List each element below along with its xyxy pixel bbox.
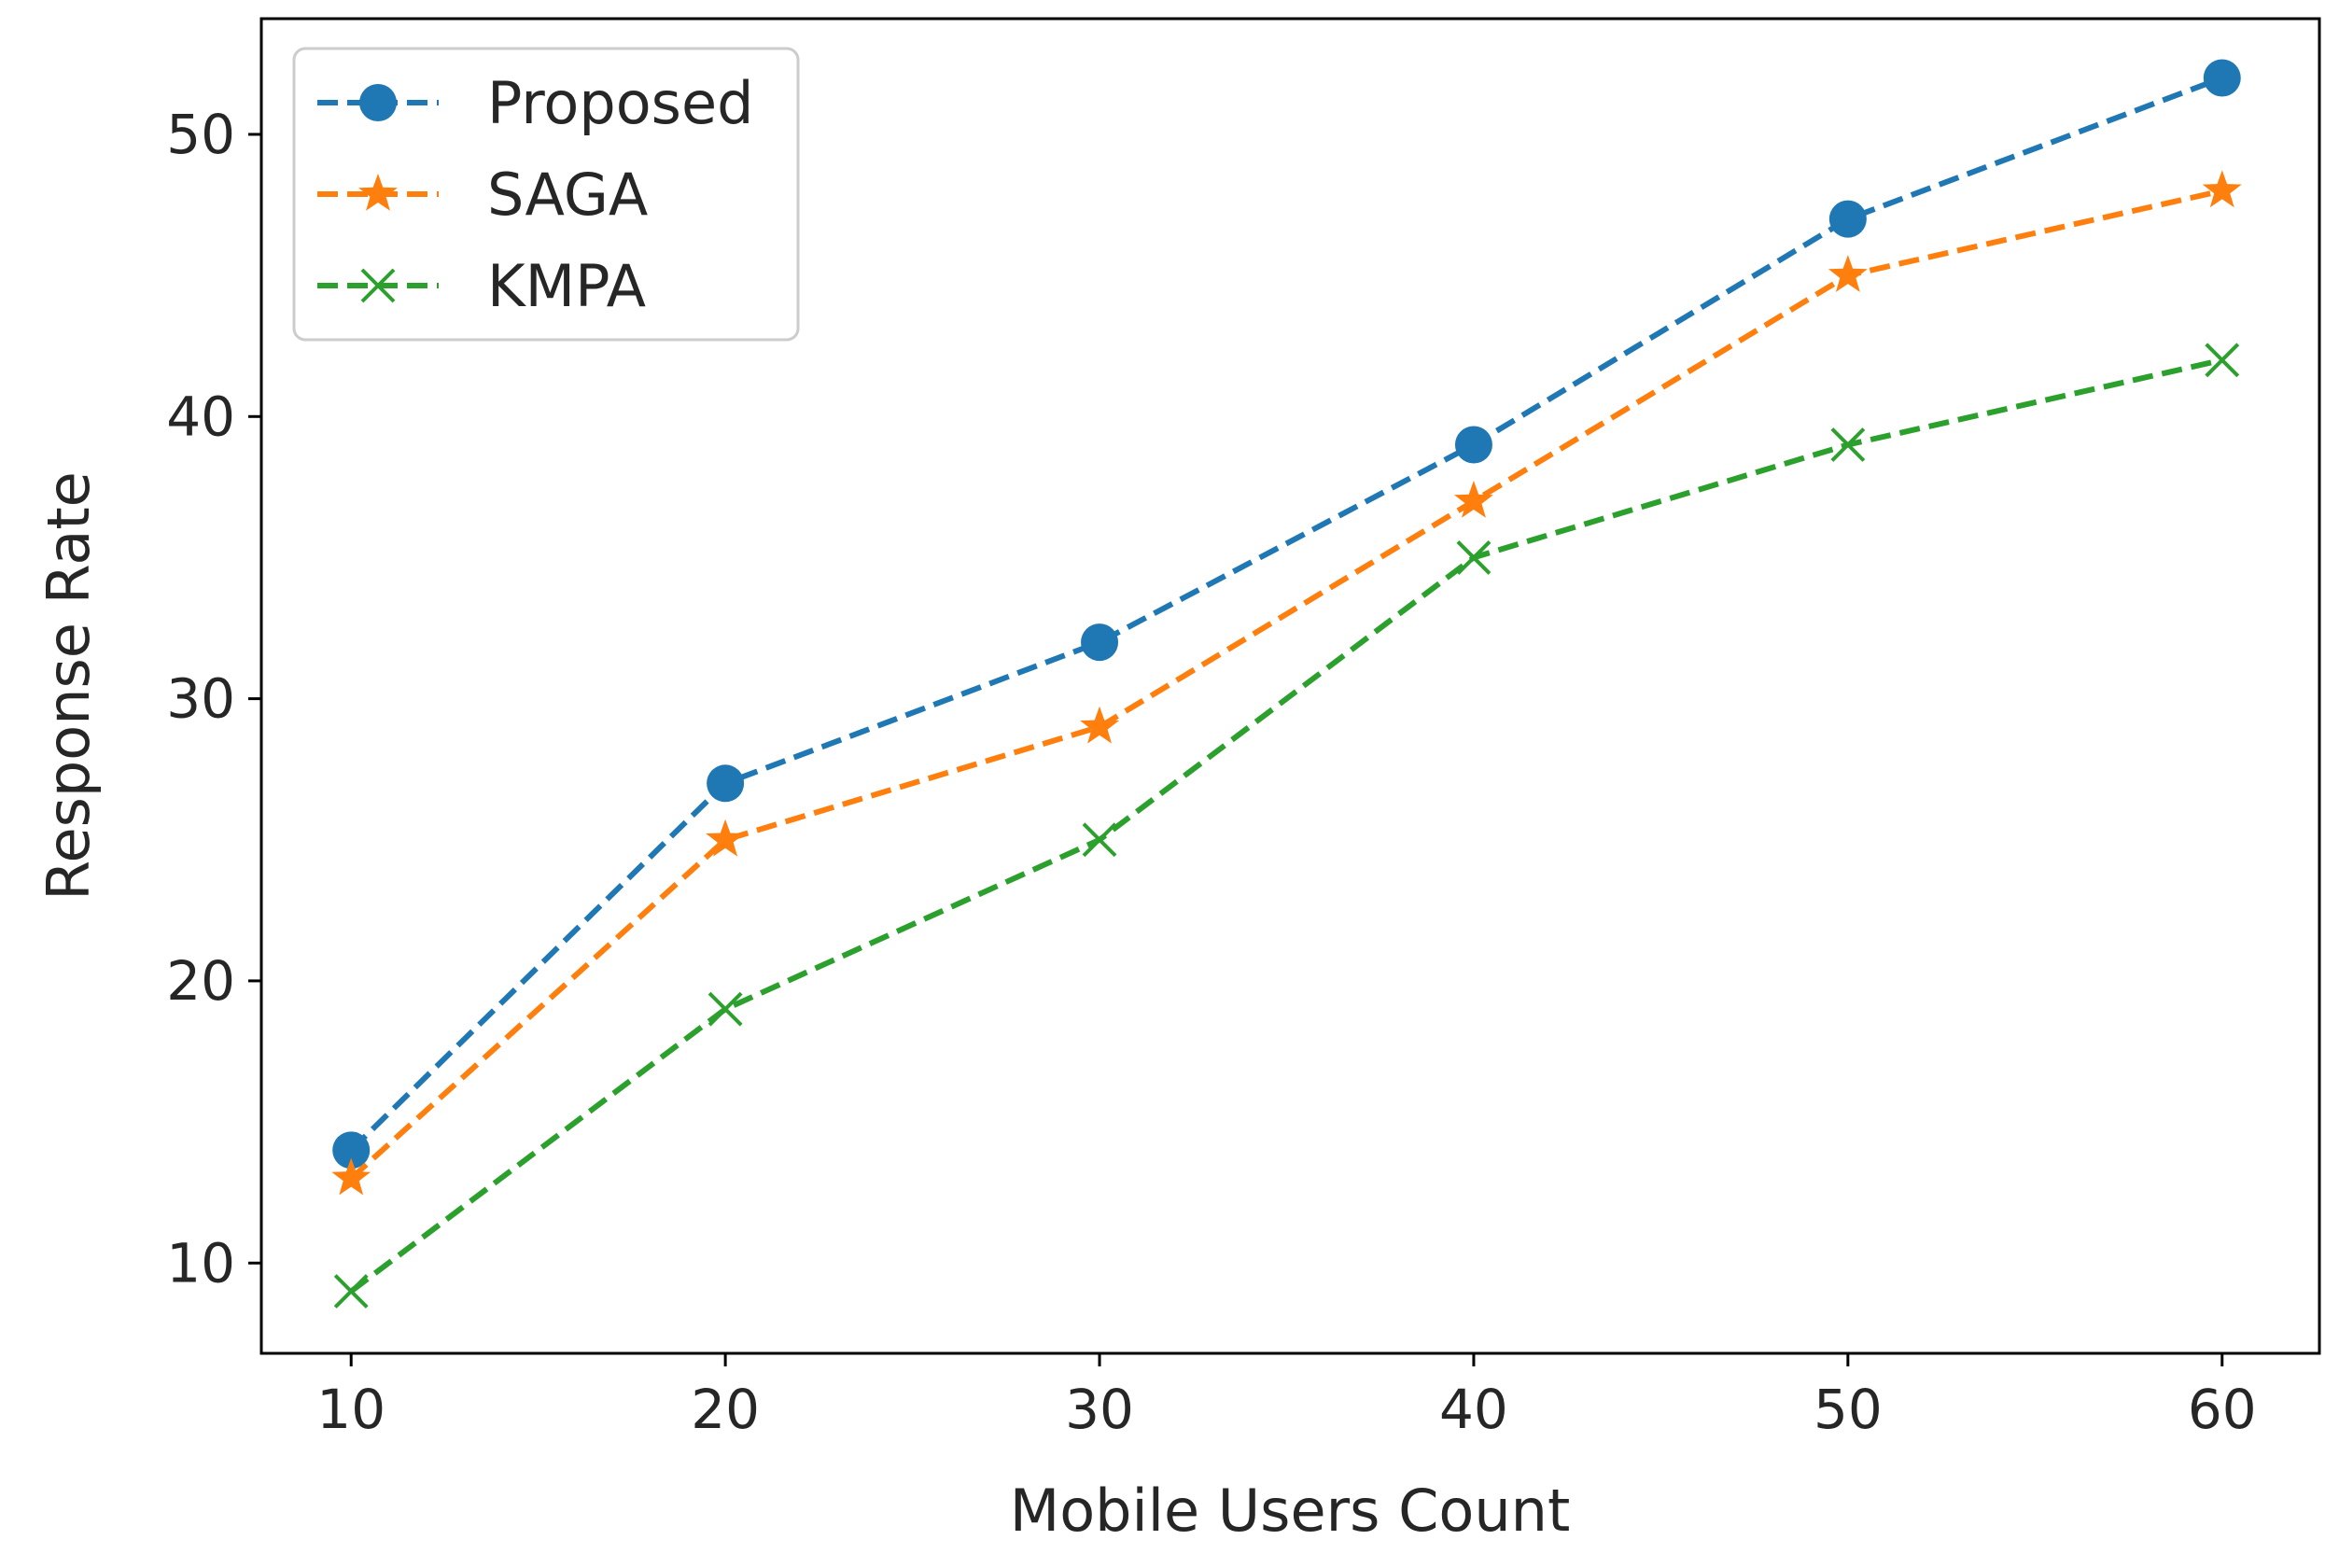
x-tick-label: 60 (2188, 1378, 2257, 1441)
x-tick-label: 10 (316, 1378, 385, 1441)
data-point-kmpa (1830, 427, 1866, 462)
legend-marker-kmpa (360, 268, 396, 303)
data-point-kmpa (333, 1274, 369, 1309)
data-point-kmpa (1456, 540, 1492, 575)
data-point-proposed (1454, 426, 1492, 464)
legend-label-proposed: Proposed (487, 69, 753, 137)
x-axis-label: Mobile Users Count (1010, 1477, 1571, 1545)
legend-entry-saga: SAGA (317, 161, 648, 229)
series-line-saga (349, 188, 2223, 1181)
legend-label-saga: SAGA (487, 161, 648, 229)
data-point-kmpa (2205, 343, 2240, 378)
legend: Proposed SAGA KMPA (292, 47, 800, 342)
y-tick-label: 10 (166, 1231, 235, 1295)
data-point-proposed (2203, 59, 2241, 97)
x-tick-label: 30 (1065, 1378, 1134, 1441)
data-point-saga (706, 819, 746, 857)
legend-box (292, 47, 800, 342)
legend-marker-proposed (359, 84, 397, 121)
x-axis-ticks: 10 20 30 40 50 60 (316, 1353, 2257, 1441)
legend-entry-kmpa: KMPA (317, 252, 646, 320)
legend-marker-saga (358, 174, 398, 211)
y-tick-label: 40 (166, 385, 235, 448)
data-point-proposed (707, 764, 745, 803)
data-point-kmpa (1082, 822, 1117, 858)
y-tick-label: 20 (166, 949, 235, 1013)
data-point-proposed (1081, 623, 1119, 662)
x-tick-label: 20 (691, 1378, 760, 1441)
y-axis-ticks: 10 20 30 40 50 (166, 103, 261, 1295)
legend-entry-proposed: Proposed (317, 69, 753, 137)
data-point-proposed (1828, 200, 1867, 238)
y-tick-label: 50 (166, 103, 235, 166)
series-line-proposed (349, 75, 2223, 1153)
data-point-saga (331, 1157, 371, 1196)
plot-frame (259, 17, 2321, 1355)
data-point-saga (1080, 706, 1119, 744)
data-point-saga (1828, 255, 1868, 292)
data-point-proposed (332, 1131, 371, 1169)
y-axis-label: Response Rate (35, 471, 103, 901)
legend-label-kmpa: KMPA (487, 252, 646, 320)
y-tick-label: 30 (166, 667, 235, 731)
data-point-saga (2202, 170, 2242, 208)
series-layer (331, 59, 2242, 1309)
data-point-kmpa (707, 991, 743, 1027)
x-tick-label: 40 (1439, 1378, 1508, 1441)
series-line-kmpa (349, 357, 2223, 1294)
x-tick-label: 50 (1814, 1378, 1883, 1441)
data-point-saga (1454, 481, 1493, 518)
